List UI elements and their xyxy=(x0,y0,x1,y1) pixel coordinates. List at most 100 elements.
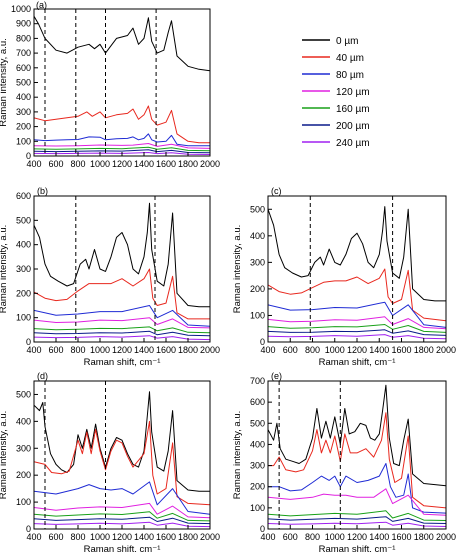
series-group xyxy=(34,16,210,155)
x-tick-label: 800 xyxy=(70,532,85,542)
series-line xyxy=(34,330,210,337)
legend-entry: 120 µm xyxy=(336,87,370,98)
y-tick-label: 100 xyxy=(16,313,31,323)
x-tick-label: 800 xyxy=(305,345,320,355)
series-group xyxy=(268,384,446,527)
y-tick-label: 300 xyxy=(16,264,31,274)
x-tick-label: 1400 xyxy=(134,159,154,169)
panel-label: (a) xyxy=(36,0,47,10)
x-tick-label: 400 xyxy=(260,345,275,355)
y-tick-label: 300 xyxy=(250,257,265,267)
y-tick-label: 500 xyxy=(250,204,265,214)
series-line xyxy=(34,152,210,155)
x-tick-label: 1800 xyxy=(178,159,198,169)
series-line xyxy=(34,511,210,522)
series-line xyxy=(34,305,210,327)
y-tick-label: 400 xyxy=(16,92,31,102)
series-line xyxy=(268,206,446,302)
series-line xyxy=(268,488,446,516)
x-tick-label: 1800 xyxy=(178,345,198,355)
y-tick-label: 300 xyxy=(16,107,31,117)
x-tick-label: 2000 xyxy=(436,532,456,542)
axis-frame xyxy=(33,380,211,530)
y-tick-label: 100 xyxy=(250,503,265,513)
y-tick-label: 300 xyxy=(250,461,265,471)
x-tick-label: 1000 xyxy=(90,532,110,542)
y-tick-label: 600 xyxy=(250,397,265,407)
x-tick-label: 1200 xyxy=(112,345,132,355)
x-tick-label: 1000 xyxy=(90,159,110,169)
y-tick-label: 600 xyxy=(16,63,31,73)
chart-panel: 400 600 800 1000 1200 1400 1600 1800 20000100200… xyxy=(0,0,220,169)
y-tick-label: 400 xyxy=(250,231,265,241)
y-tick-label: 0 xyxy=(26,524,31,534)
x-tick-label: 800 xyxy=(70,345,85,355)
series-line xyxy=(268,463,446,514)
panel-label: (d) xyxy=(37,371,48,381)
x-tick-label: 2000 xyxy=(436,345,456,355)
series-line xyxy=(268,268,446,322)
x-tick-label: 1200 xyxy=(112,532,132,542)
series-line xyxy=(268,324,446,333)
x-tick-label: 1600 xyxy=(156,532,176,542)
x-axis-label: Raman shift, cm⁻¹ xyxy=(84,357,161,368)
series-line xyxy=(34,146,210,152)
axis-frame xyxy=(33,8,211,157)
y-tick-label: 700 xyxy=(16,48,31,58)
x-tick-label: 2000 xyxy=(200,345,220,355)
series-line xyxy=(268,516,446,524)
y-tick-label: 200 xyxy=(16,122,31,132)
legend-entry: 200 µm xyxy=(336,121,370,132)
series-line xyxy=(34,391,210,492)
x-tick-label: 600 xyxy=(48,159,63,169)
y-tick-label: 0 xyxy=(26,337,31,347)
series-line xyxy=(34,143,210,149)
panel-label: (e) xyxy=(271,371,282,381)
x-tick-label: 800 xyxy=(305,532,320,542)
chart-panel: 400 600 800 1000 1200 1400 1600 1800 20000100200… xyxy=(232,186,456,368)
x-tick-label: 400 xyxy=(26,159,41,169)
series-line xyxy=(34,481,210,515)
series-line xyxy=(268,316,446,330)
x-tick-label: 1600 xyxy=(391,345,411,355)
y-tick-label: 200 xyxy=(250,482,265,492)
x-tick-label: 1200 xyxy=(347,345,367,355)
y-tick-label: 500 xyxy=(16,78,31,88)
x-tick-label: 1000 xyxy=(325,532,345,542)
y-tick-label: 300 xyxy=(16,443,31,453)
y-tick-label: 200 xyxy=(16,288,31,298)
legend: 0 µm 40 µm 80 µm 120 µm 160 µm 200 µm 240 µm xyxy=(302,36,370,149)
y-tick-label: 400 xyxy=(16,240,31,250)
y-tick-label: 0 xyxy=(26,151,31,161)
chart-panel: 400 600 800 1000 1200 1400 1600 1800 20000100200… xyxy=(232,371,456,552)
series-group xyxy=(268,206,446,340)
y-tick-label: 400 xyxy=(250,439,265,449)
series-line xyxy=(34,521,210,528)
chart-panel: 400 600 800 1000 1200 1400 1600 1800 20000100200… xyxy=(0,371,220,552)
y-tick-label: 700 xyxy=(250,376,265,386)
y-tick-label: 600 xyxy=(16,191,31,201)
series-line xyxy=(34,268,210,320)
panel-label: (c) xyxy=(271,186,282,196)
series-line xyxy=(268,329,446,336)
y-tick-label: 100 xyxy=(16,136,31,146)
x-tick-label: 600 xyxy=(48,532,63,542)
series-line xyxy=(268,334,446,340)
series-line xyxy=(34,502,210,519)
y-tick-label: 800 xyxy=(16,33,31,43)
x-tick-label: 1000 xyxy=(90,345,110,355)
series-line xyxy=(268,510,446,521)
series-line xyxy=(34,326,210,334)
y-axis-label: Raman intensity, a.u. xyxy=(232,225,243,314)
legend-entry: 80 µm xyxy=(336,70,364,81)
y-tick-label: 500 xyxy=(250,418,265,428)
x-tick-label: 2000 xyxy=(200,532,220,542)
x-tick-label: 400 xyxy=(260,532,275,542)
x-tick-label: 1600 xyxy=(156,345,176,355)
series-line xyxy=(268,412,446,509)
y-tick-label: 200 xyxy=(250,284,265,294)
y-tick-label: 0 xyxy=(260,337,265,347)
x-tick-label: 1200 xyxy=(347,532,367,542)
x-tick-label: 1400 xyxy=(134,345,154,355)
